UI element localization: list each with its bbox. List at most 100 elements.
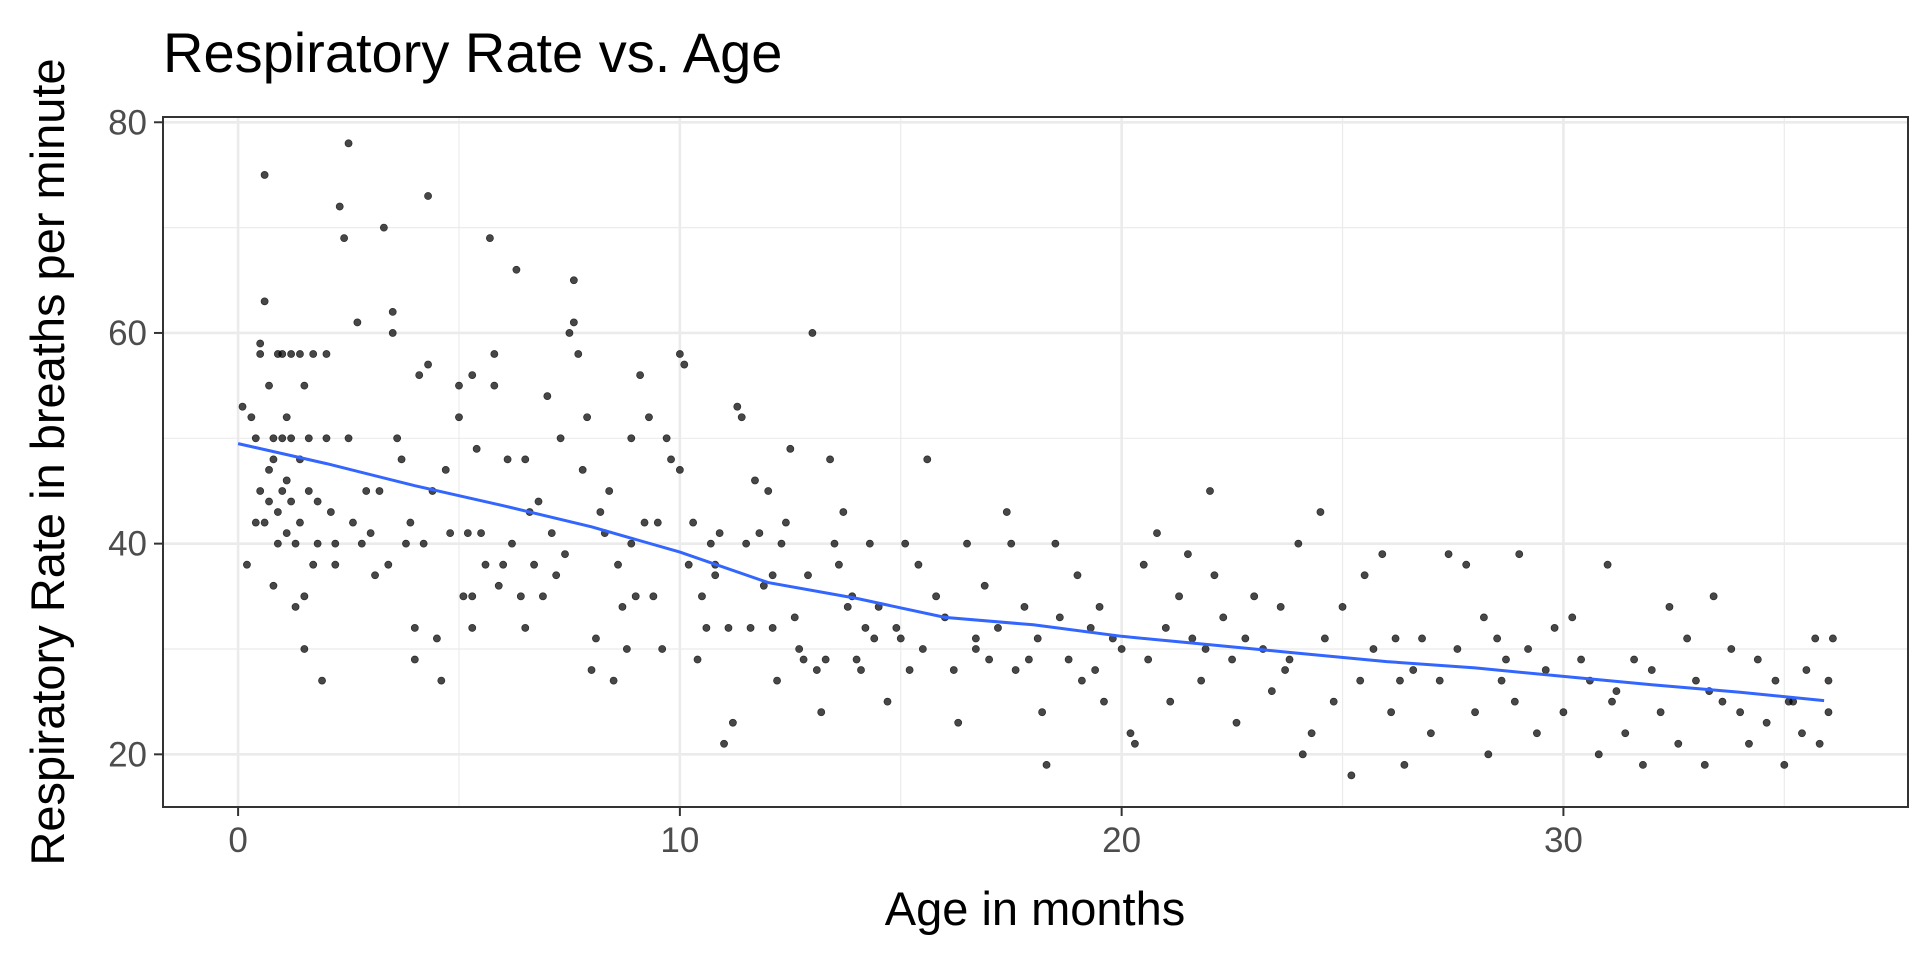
data-point	[1745, 739, 1753, 748]
data-point	[1656, 708, 1665, 717]
x-tick-label: 30	[1544, 821, 1583, 860]
data-point	[1219, 613, 1228, 622]
data-point	[1709, 592, 1718, 601]
data-point	[1206, 487, 1214, 495]
data-point	[1453, 645, 1462, 653]
data-point	[1780, 760, 1789, 769]
data-point	[287, 434, 296, 443]
data-point	[379, 223, 388, 232]
data-point	[291, 539, 300, 548]
data-point	[1771, 676, 1780, 685]
data-point	[1091, 666, 1100, 674]
data-point	[419, 539, 428, 548]
data-point	[1175, 592, 1183, 601]
data-point	[1285, 655, 1294, 664]
data-point	[640, 518, 649, 527]
data-point	[1161, 624, 1170, 632]
data-point	[923, 455, 932, 464]
data-point	[344, 434, 353, 443]
data-point	[795, 645, 804, 653]
data-point	[516, 592, 525, 601]
data-point	[1369, 645, 1378, 653]
data-point	[437, 676, 446, 685]
data-point	[1020, 602, 1029, 611]
data-point	[410, 655, 419, 664]
data-point	[1100, 697, 1108, 706]
data-point	[238, 402, 247, 411]
data-point	[539, 592, 547, 601]
data-point	[1232, 718, 1241, 727]
data-point	[1294, 539, 1303, 548]
data-point	[1594, 750, 1603, 759]
data-point	[667, 455, 675, 464]
data-point	[1184, 550, 1192, 559]
data-point	[830, 539, 839, 548]
data-point	[1493, 634, 1502, 643]
data-point	[698, 592, 706, 601]
data-point	[375, 487, 384, 495]
data-point	[636, 371, 645, 379]
data-point	[1042, 760, 1051, 769]
data-point	[260, 171, 269, 179]
data-point	[468, 624, 477, 632]
data-point	[300, 381, 309, 390]
data-point	[1378, 550, 1387, 559]
data-point	[251, 434, 260, 443]
data-point	[344, 139, 353, 148]
data-point	[313, 539, 322, 548]
data-point	[366, 529, 375, 538]
data-point	[1811, 634, 1820, 643]
data-point	[552, 571, 561, 580]
data-point	[1307, 729, 1316, 738]
data-point	[468, 592, 477, 601]
data-point	[1718, 697, 1727, 706]
data-point	[1577, 655, 1585, 664]
data-point	[455, 381, 463, 390]
data-point	[282, 413, 291, 422]
y-axis-title: Respiratory Rate in breaths per minute	[21, 58, 74, 865]
data-point	[265, 466, 273, 474]
data-point	[1462, 560, 1471, 569]
data-point	[980, 581, 989, 590]
data-point	[1674, 739, 1683, 748]
data-point	[1197, 676, 1206, 685]
data-point	[300, 645, 309, 653]
data-point	[1824, 708, 1833, 717]
data-point	[260, 518, 269, 527]
data-point	[318, 676, 326, 685]
data-point	[1387, 708, 1396, 717]
x-tick-label: 10	[660, 821, 699, 860]
data-point	[1391, 634, 1400, 643]
data-point	[251, 518, 260, 527]
data-point	[1011, 666, 1020, 674]
data-point	[755, 529, 764, 538]
data-point	[799, 655, 808, 664]
data-point	[446, 529, 455, 538]
data-point	[720, 739, 728, 748]
data-point	[1356, 676, 1365, 685]
data-point	[914, 560, 923, 569]
data-point	[1700, 760, 1709, 769]
data-point	[1329, 697, 1338, 706]
data-point	[273, 539, 282, 548]
data-point	[653, 518, 662, 527]
data-point	[883, 697, 892, 706]
data-point	[1095, 602, 1104, 611]
data-point	[777, 539, 786, 548]
data-point	[768, 571, 777, 580]
data-point	[971, 645, 980, 653]
data-point	[278, 487, 287, 495]
data-point	[521, 624, 530, 632]
data-point	[353, 318, 362, 327]
data-point	[764, 487, 773, 495]
data-point	[689, 518, 698, 527]
data-point	[901, 539, 910, 548]
data-point	[1444, 550, 1453, 559]
data-point	[468, 371, 477, 379]
data-point	[424, 192, 432, 200]
data-point	[410, 624, 419, 632]
data-point	[843, 602, 852, 611]
data-point	[742, 539, 751, 548]
data-point	[994, 624, 1002, 632]
data-point	[1533, 729, 1541, 738]
